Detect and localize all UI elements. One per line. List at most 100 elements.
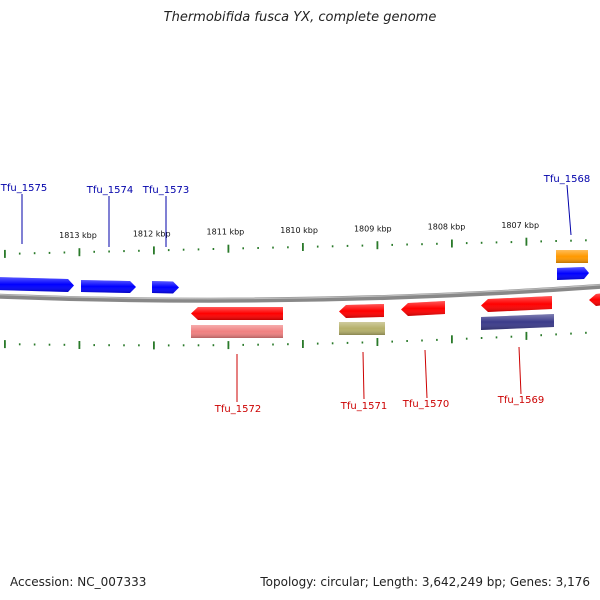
gene-label-tfu-1572[interactable]: Tfu_1572	[214, 404, 261, 415]
scale-dot	[242, 343, 244, 346]
scale-dot	[555, 333, 557, 336]
scale-dot	[182, 344, 185, 347]
scale-dot	[510, 335, 513, 338]
scale-dot	[108, 250, 110, 253]
scale-dot	[287, 343, 289, 346]
gene-label-tfu-1573[interactable]: Tfu_1573	[142, 185, 189, 196]
scale-major-tick-top	[302, 243, 304, 251]
topology-text: Topology: circular; Length: 3,642,249 bp…	[260, 575, 590, 589]
scale-dot	[138, 249, 140, 252]
scale-dot	[123, 250, 125, 253]
scale-dot	[465, 337, 468, 340]
scale-dot	[48, 251, 51, 254]
scale-dot	[465, 242, 468, 245]
gene-label-tfu-1571[interactable]: Tfu_1571	[340, 401, 387, 412]
scale-dot	[197, 344, 200, 347]
forward-features	[0, 250, 589, 294]
scale-dot	[495, 336, 498, 339]
scale-dot	[540, 240, 542, 243]
scale-dot	[540, 334, 542, 337]
gene-feature-tfu-1570[interactable]	[401, 301, 445, 316]
scale-dot	[287, 246, 289, 249]
scale-dot	[331, 245, 334, 248]
scale-dot	[480, 241, 483, 244]
scale-major-tick-top	[78, 248, 81, 257]
gene-label-tfu-1575[interactable]: Tfu_1575	[0, 183, 47, 194]
gene-feature-tfu-1574[interactable]	[81, 280, 136, 293]
gene-feature-partial-right[interactable]	[589, 293, 600, 306]
scale-tick-label: 1811 kbp	[207, 228, 245, 237]
gene-feature-tfu-1575[interactable]	[0, 277, 74, 292]
scale-dot	[346, 341, 349, 344]
scale-dot	[406, 340, 408, 342]
scale-dot	[63, 343, 66, 346]
scale-dot	[331, 342, 334, 345]
scale-major-tick-bottom	[525, 331, 528, 340]
scale-major-tick-bottom	[376, 338, 379, 346]
chromosome-backbone	[0, 283, 600, 303]
scale-dot	[18, 343, 21, 346]
scale-ticks: 1813 kbp 1812 kbp 1811 kbp 1810 kbp 1809 kbp…	[4, 221, 539, 350]
scale-major-tick-top	[376, 241, 379, 250]
scale-dot	[585, 239, 587, 242]
scale-major-tick-bottom	[302, 340, 304, 348]
gene-leader-lines	[21, 184, 572, 402]
scale-dot	[570, 332, 572, 335]
scale-dot	[257, 247, 259, 249]
scale-dot	[167, 344, 170, 347]
scale-dot	[93, 344, 95, 347]
gene-feature-tfu-1568[interactable]	[556, 250, 589, 280]
scale-dot	[63, 251, 66, 254]
scale-dot	[495, 241, 498, 244]
gene-feature-tfu-1572[interactable]	[191, 307, 283, 338]
gene-label-tfu-1574[interactable]: Tfu_1574	[86, 185, 133, 196]
scale-dot	[197, 248, 200, 251]
scale-dot	[421, 243, 423, 246]
scale-dot	[33, 343, 36, 346]
scale-major-tick-top	[227, 244, 230, 253]
scale-dot	[361, 341, 364, 344]
gene-feature-tfu-1571[interactable]	[339, 304, 385, 335]
scale-dot	[138, 344, 140, 347]
scale-dot	[480, 337, 483, 339]
scale-dot	[18, 252, 21, 255]
scale-dot	[421, 339, 423, 342]
scale-tick-label: 1809 kbp	[354, 224, 392, 233]
accession-text: Accession: NC_007333	[10, 575, 147, 589]
gene-feature-tfu-1573[interactable]	[152, 281, 179, 294]
gene-label-tfu-1569[interactable]: Tfu_1569	[497, 395, 544, 406]
scale-dot	[585, 331, 587, 334]
chromosome-backbone-highlight	[0, 284, 600, 300]
scale-dot	[212, 248, 215, 250]
scale-dot	[93, 250, 95, 253]
gene-feature-tfu-1569[interactable]	[481, 296, 554, 330]
scale-dot	[346, 244, 349, 247]
map-title: Thermobifida fusca YX, complete genome	[163, 10, 437, 25]
scale-dot	[272, 343, 274, 346]
gene-label-tfu-1568[interactable]: Tfu_1568	[543, 174, 590, 185]
scale-dot	[33, 252, 36, 255]
scale-dot	[108, 344, 110, 347]
scale-tick-label: 1812 kbp	[133, 230, 171, 239]
scale-major-tick-bottom	[4, 340, 6, 349]
scale-major-tick-bottom	[451, 335, 453, 344]
gene-label-tfu-1570[interactable]: Tfu_1570	[402, 399, 449, 410]
scale-dot	[391, 243, 393, 246]
scale-dot	[436, 242, 438, 245]
scale-dot	[242, 247, 244, 250]
scale-dot	[123, 344, 125, 347]
scale-major-tick-top	[451, 239, 453, 248]
reverse-features	[191, 293, 600, 338]
scale-dot	[570, 239, 572, 242]
scale-dot	[257, 343, 259, 346]
scale-dot	[182, 248, 185, 251]
gene-labels: Tfu_1575 Tfu_1574 Tfu_1573 Tfu_1568 Tfu_…	[0, 174, 590, 415]
scale-major-tick-bottom	[153, 341, 155, 350]
scale-dot	[272, 246, 274, 249]
scale-tick-label: 1810 kbp	[280, 226, 318, 235]
scale-tick-label: 1808 kbp	[428, 223, 466, 232]
scale-major-tick-top	[4, 249, 6, 258]
scale-dot	[167, 249, 170, 252]
scale-dot	[555, 240, 557, 242]
